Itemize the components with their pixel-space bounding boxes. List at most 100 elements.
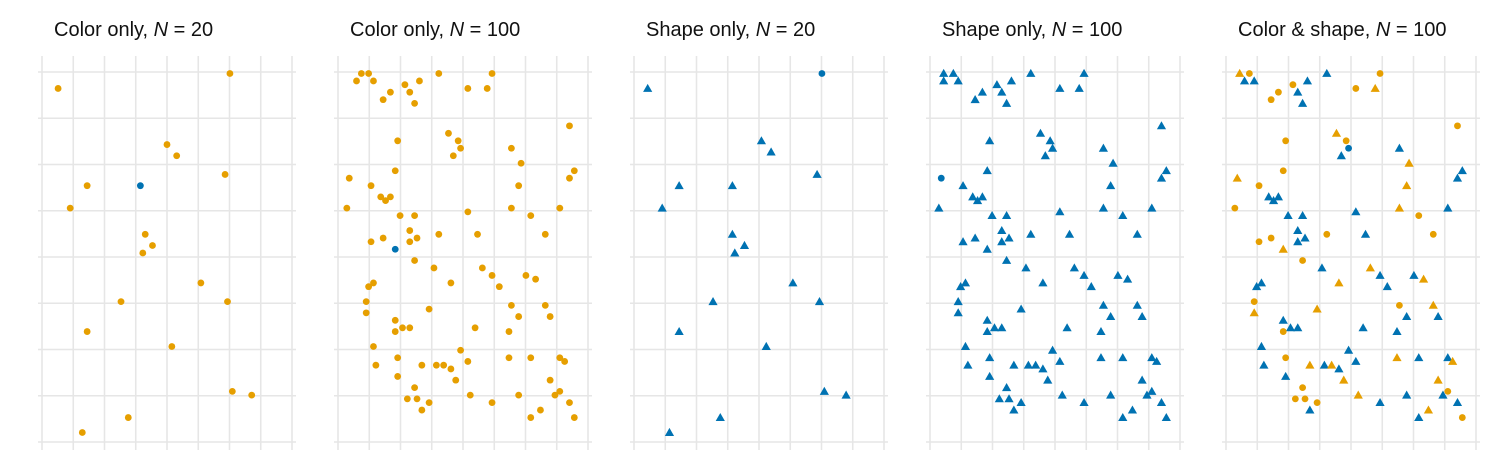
orange-triangle-point bbox=[1312, 304, 1322, 313]
blue-triangle-point bbox=[1064, 229, 1075, 238]
orange-circle-point bbox=[445, 129, 452, 137]
orange-circle-point bbox=[83, 182, 91, 190]
orange-circle-point bbox=[78, 429, 86, 436]
orange-circle-point bbox=[396, 212, 404, 220]
orange-circle-point bbox=[1323, 230, 1331, 238]
blue-triangle-point bbox=[1074, 83, 1084, 92]
orange-circle-point bbox=[570, 167, 578, 175]
orange-circle-point bbox=[478, 264, 486, 272]
blue-triangle-point bbox=[1055, 207, 1065, 216]
blue-triangle-point bbox=[1161, 412, 1171, 422]
blue-triangle-point bbox=[1106, 181, 1116, 190]
blue-triangle-point bbox=[1079, 270, 1089, 279]
blue-triangle-point bbox=[994, 394, 1004, 403]
blue-triangle-point bbox=[997, 237, 1007, 246]
orange-circle-point bbox=[1454, 122, 1461, 130]
blue-triangle-point bbox=[1132, 229, 1142, 238]
orange-circle-point bbox=[527, 414, 535, 421]
blue-triangle-point bbox=[985, 136, 995, 145]
blue-triangle-point bbox=[985, 371, 995, 380]
orange-circle-point bbox=[556, 387, 564, 395]
blue-triangle-point bbox=[1414, 412, 1424, 422]
title-count: = 100 bbox=[1066, 19, 1122, 41]
orange-circle-point bbox=[226, 70, 234, 77]
orange-triangle-point bbox=[1402, 181, 1412, 190]
orange-circle-point bbox=[411, 100, 418, 107]
title-prefix: Color & shape, bbox=[1238, 19, 1376, 41]
blue-triangle-point bbox=[970, 233, 980, 242]
blue-triangle-point bbox=[1305, 405, 1315, 414]
blue-triangle-point bbox=[1108, 158, 1118, 167]
orange-triangle-point bbox=[1370, 83, 1380, 92]
blue-triangle-point bbox=[939, 76, 949, 85]
orange-circle-point bbox=[391, 167, 399, 175]
orange-circle-point bbox=[425, 399, 433, 406]
orange-circle-point bbox=[413, 234, 421, 242]
orange-circle-point bbox=[425, 305, 433, 313]
orange-circle-point bbox=[139, 249, 147, 257]
blue-triangle-point bbox=[1443, 203, 1453, 212]
blue-triangle-point bbox=[1096, 326, 1106, 335]
orange-circle-point bbox=[508, 204, 515, 212]
blue-triangle-point bbox=[989, 323, 1000, 332]
blue-triangle-point bbox=[1402, 311, 1412, 321]
blue-triangle-point bbox=[1079, 68, 1089, 77]
orange-circle-point bbox=[394, 373, 402, 380]
panels: Color only, N = 20 Color only, N = 100 Sha… bbox=[38, 19, 1480, 450]
orange-circle-point bbox=[362, 309, 370, 317]
panel-title: Color only, N = 100 bbox=[350, 19, 520, 41]
orange-triangle-point bbox=[1339, 375, 1349, 384]
blue-triangle-point bbox=[1098, 300, 1108, 309]
blue-triangle-point bbox=[1402, 390, 1412, 399]
orange-circle-point bbox=[1282, 137, 1290, 145]
blue-circle-point bbox=[391, 245, 399, 253]
blue-triangle-point bbox=[1006, 76, 1017, 85]
orange-circle-point bbox=[1396, 301, 1403, 309]
orange-circle-point bbox=[566, 122, 573, 130]
orange-circle-point bbox=[1245, 70, 1253, 77]
orange-circle-point bbox=[1279, 328, 1287, 335]
title-variable: N bbox=[154, 19, 169, 41]
orange-circle-point bbox=[464, 358, 472, 365]
orange-circle-point bbox=[556, 354, 564, 362]
orange-circle-point bbox=[370, 77, 377, 85]
blue-triangle-point bbox=[1259, 360, 1269, 369]
blue-triangle-point bbox=[1002, 383, 1012, 392]
blue-triangle-point bbox=[1009, 405, 1019, 414]
orange-circle-point bbox=[1444, 387, 1452, 395]
orange-circle-point bbox=[505, 328, 513, 335]
blue-triangle-point bbox=[1249, 76, 1259, 85]
orange-circle-point bbox=[457, 144, 464, 152]
blue-triangle-point bbox=[1026, 229, 1036, 238]
blue-triangle-point bbox=[1156, 121, 1167, 130]
blue-triangle-point bbox=[1152, 356, 1162, 365]
blue-triangle-point bbox=[1142, 390, 1152, 399]
title-prefix: Color only, bbox=[350, 19, 450, 41]
orange-triangle-point bbox=[1327, 360, 1337, 369]
orange-circle-point bbox=[537, 406, 544, 414]
blue-triangle-point bbox=[819, 386, 829, 395]
orange-circle-point bbox=[515, 391, 523, 399]
blue-triangle-point bbox=[1375, 270, 1385, 279]
blue-triangle-point bbox=[1302, 76, 1313, 85]
orange-circle-point bbox=[1299, 257, 1306, 264]
orange-circle-point bbox=[541, 230, 549, 238]
blue-triangle-point bbox=[1055, 356, 1065, 365]
blue-triangle-point bbox=[1394, 143, 1404, 152]
blue-triangle-point bbox=[1452, 173, 1463, 182]
orange-circle-point bbox=[488, 70, 496, 77]
orange-triangle-point bbox=[1365, 263, 1375, 272]
orange-circle-point bbox=[1458, 414, 1466, 421]
blue-triangle-point bbox=[727, 181, 737, 190]
blue-triangle-point bbox=[1414, 353, 1424, 362]
blue-triangle-point bbox=[664, 427, 675, 436]
orange-circle-point bbox=[515, 182, 523, 190]
orange-circle-point bbox=[454, 137, 462, 145]
orange-triangle-point bbox=[1249, 308, 1259, 317]
blue-triangle-point bbox=[1147, 203, 1157, 212]
blue-triangle-point bbox=[730, 248, 740, 257]
blue-triangle-point bbox=[1113, 270, 1123, 279]
orange-circle-point bbox=[406, 238, 414, 246]
blue-triangle-point bbox=[1086, 282, 1096, 291]
orange-circle-point bbox=[435, 70, 443, 77]
